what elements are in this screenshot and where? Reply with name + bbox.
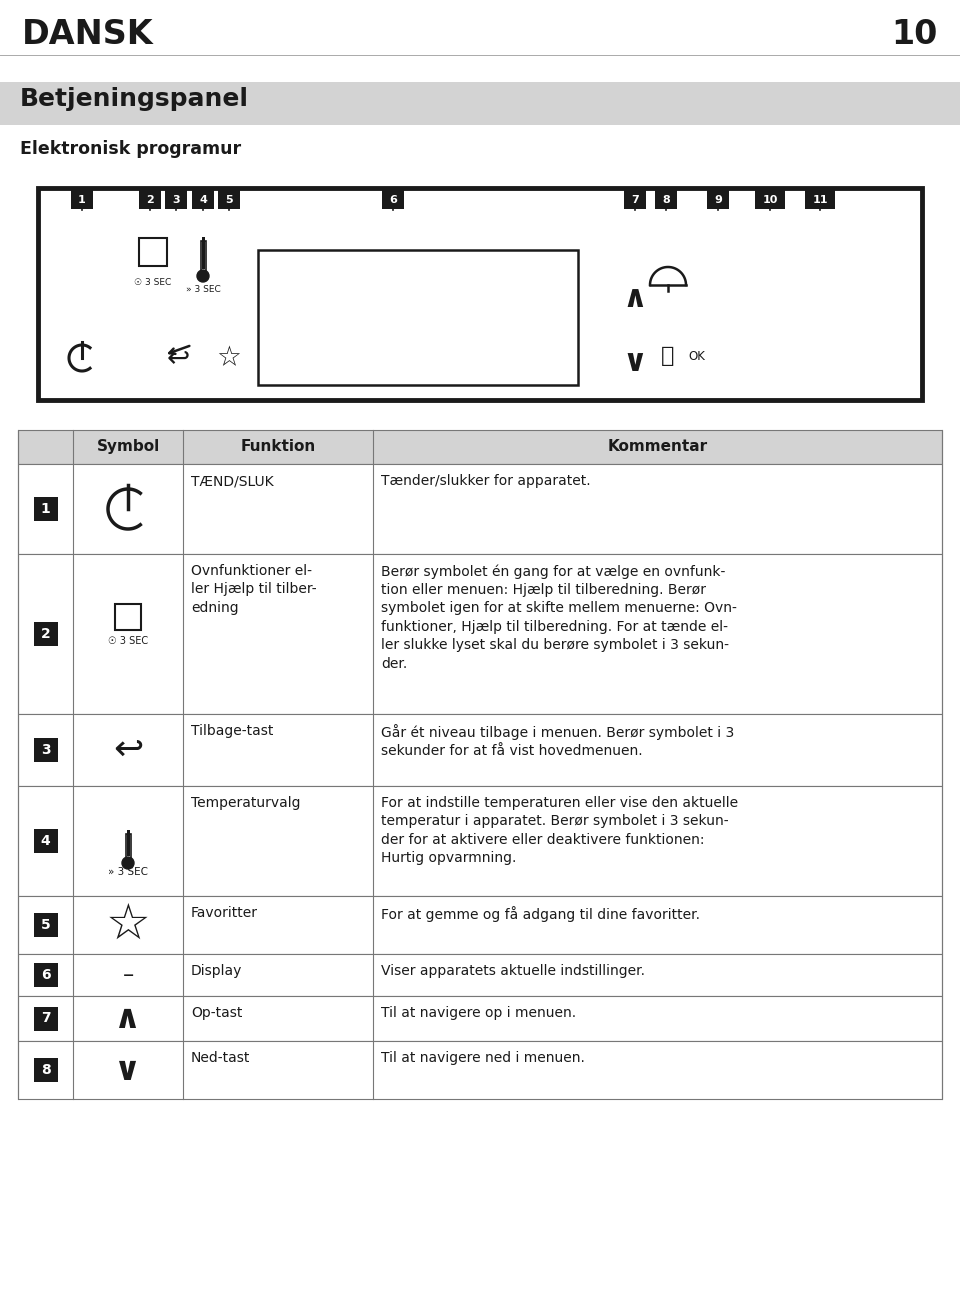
Bar [18, 430, 942, 464]
Text: ☉ 3 SEC: ☉ 3 SEC [134, 278, 172, 287]
Text: Går ét niveau tilbage i menuen. Berør symbolet i 3
sekunder for at få vist hoved: Går ét niveau tilbage i menuen. Berør sy… [381, 724, 734, 759]
Text: ↩: ↩ [166, 344, 190, 372]
Text: Til at navigere ned i menuen.: Til at navigere ned i menuen. [381, 1051, 585, 1065]
Bar [18, 953, 942, 996]
Bar [34, 1057, 58, 1082]
Text: 7: 7 [40, 1012, 50, 1025]
Bar [71, 188, 93, 209]
Text: Tænder/slukker for apparatet.: Tænder/slukker for apparatet. [381, 474, 590, 488]
Text: » 3 SEC: » 3 SEC [108, 866, 148, 877]
Text: Temperaturvalg: Temperaturvalg [191, 796, 300, 811]
Bar [38, 188, 922, 400]
Text: 11: 11 [812, 195, 828, 204]
Bar [127, 830, 130, 856]
Text: Berør symbolet én gang for at vælge en ovnfunk-
tion eller menuen: Hjælp til til: Berør symbolet én gang for at vælge en o… [381, 564, 737, 670]
Bar [34, 829, 58, 853]
Bar [655, 188, 677, 209]
Bar [18, 996, 942, 1040]
Text: 6: 6 [389, 195, 396, 204]
Text: ⏰: ⏰ [661, 346, 675, 366]
Text: 1: 1 [40, 501, 50, 516]
Text: ∨: ∨ [623, 348, 647, 377]
Text: Betjeningspanel: Betjeningspanel [20, 87, 249, 110]
Text: 1: 1 [78, 195, 85, 204]
Text: 4: 4 [40, 834, 50, 848]
Text: Op-tast: Op-tast [191, 1005, 242, 1020]
Text: ↩: ↩ [113, 733, 143, 766]
Bar [34, 963, 58, 987]
Bar [624, 188, 646, 209]
Text: –: – [122, 965, 133, 985]
Bar [201, 240, 205, 271]
Text: 10: 10 [892, 18, 938, 51]
Bar [18, 786, 942, 896]
Text: 3: 3 [172, 195, 180, 204]
Text: 9: 9 [714, 195, 722, 204]
Bar [18, 553, 942, 714]
Text: 10: 10 [762, 195, 778, 204]
Bar [382, 188, 404, 209]
Bar [18, 1040, 942, 1099]
Circle shape [122, 857, 134, 869]
Text: Til at navigere op i menuen.: Til at navigere op i menuen. [381, 1005, 576, 1020]
Bar [805, 188, 835, 209]
Bar [202, 236, 204, 269]
Text: Kommentar: Kommentar [608, 439, 708, 453]
Bar [139, 188, 161, 209]
Bar [34, 498, 58, 521]
Text: 5: 5 [226, 195, 233, 204]
Bar [18, 464, 942, 553]
Bar [139, 238, 167, 266]
Bar [165, 188, 187, 209]
Bar [34, 738, 58, 763]
Text: 2: 2 [40, 627, 50, 640]
Bar [192, 188, 214, 209]
Text: Favoritter: Favoritter [191, 905, 258, 920]
Text: ∧: ∧ [114, 1002, 141, 1035]
Text: ∨: ∨ [114, 1053, 141, 1086]
Text: Ned-tast: Ned-tast [191, 1051, 251, 1065]
Text: 8: 8 [40, 1063, 50, 1077]
Text: Ovnfunktioner el-
ler Hjælp til tilber-
edning: Ovnfunktioner el- ler Hjælp til tilber- … [191, 564, 317, 614]
Text: TÆND/SLUK: TÆND/SLUK [191, 474, 274, 488]
Bar [258, 249, 578, 385]
Text: Viser apparatets aktuelle indstillinger.: Viser apparatets aktuelle indstillinger. [381, 964, 645, 978]
Text: 8: 8 [662, 195, 670, 204]
Text: Funktion: Funktion [240, 439, 316, 453]
Text: ∧: ∧ [623, 283, 647, 313]
Text: Display: Display [191, 964, 242, 978]
Text: DANSK: DANSK [22, 18, 154, 51]
Bar [0, 82, 960, 125]
Bar [126, 834, 131, 859]
Bar [755, 188, 785, 209]
Bar [34, 913, 58, 937]
Text: ☉ 3 SEC: ☉ 3 SEC [108, 637, 148, 646]
Text: 6: 6 [40, 968, 50, 982]
Text: OK: OK [688, 349, 705, 362]
Text: 4: 4 [199, 195, 207, 204]
Text: Elektronisk programur: Elektronisk programur [20, 140, 241, 158]
Circle shape [197, 270, 209, 282]
Bar [18, 714, 942, 786]
Bar [18, 896, 942, 953]
Text: For at gemme og få adgang til dine favoritter.: For at gemme og få adgang til dine favor… [381, 905, 700, 922]
Bar [218, 188, 240, 209]
Text: Tilbage-tast: Tilbage-tast [191, 724, 274, 738]
Bar [34, 622, 58, 646]
Text: Symbol: Symbol [96, 439, 159, 453]
Bar [34, 1007, 58, 1030]
Text: 2: 2 [146, 195, 154, 204]
Text: ☆: ☆ [106, 902, 151, 950]
Bar [115, 604, 141, 630]
Text: 5: 5 [40, 918, 50, 931]
Bar [707, 188, 729, 209]
Text: For at indstille temperaturen eller vise den aktuelle
temperatur i apparatet. Be: For at indstille temperaturen eller vise… [381, 796, 738, 865]
Text: ☆: ☆ [217, 344, 241, 372]
Text: 7: 7 [631, 195, 638, 204]
Text: » 3 SEC: » 3 SEC [185, 284, 221, 294]
Text: 3: 3 [40, 743, 50, 757]
